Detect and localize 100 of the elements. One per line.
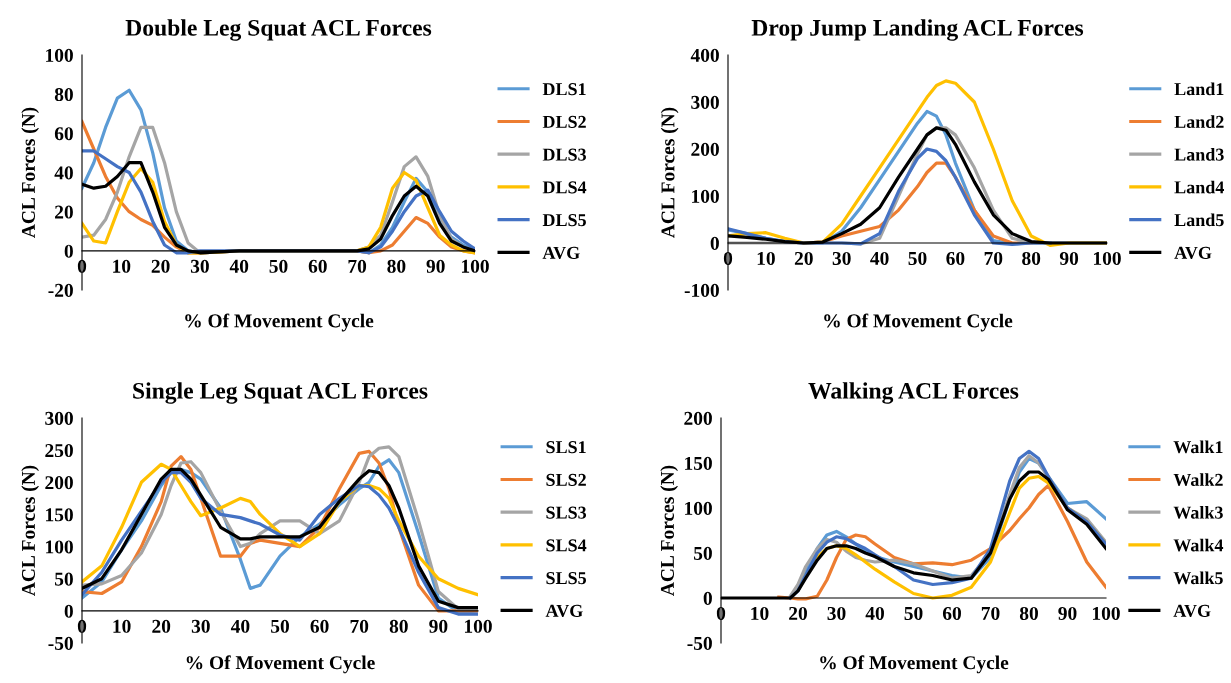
x-tick-label: 10	[113, 259, 131, 273]
legend-label: DLS4	[542, 181, 587, 194]
legend-label: Land5	[1174, 213, 1224, 227]
y-tick-label: 400	[690, 48, 719, 62]
legend-label: Walk3	[1173, 506, 1223, 519]
y-tick-label: 200	[684, 411, 712, 425]
chart-title: Drop Jump Landing ACL Forces	[751, 19, 1084, 41]
legend-label: Land4	[1174, 180, 1225, 194]
x-tick-label: 60	[942, 606, 961, 621]
x-tick-label: 100	[461, 259, 489, 273]
y-tick-label: 150	[46, 508, 73, 522]
legend-label: AVG	[1174, 246, 1212, 260]
legend-label: SLS2	[546, 473, 586, 486]
x-tick-label: 60	[946, 251, 965, 266]
x-tick-label: 30	[832, 251, 851, 266]
chart-title: Single Leg Squat ACL Forces	[133, 382, 428, 404]
x-tick-label: 50	[908, 251, 927, 266]
legend-label: Land2	[1174, 115, 1224, 128]
legend-label: DLS3	[542, 148, 586, 161]
x-tick-label: 100	[464, 619, 492, 633]
y-tick-label: 60	[54, 127, 73, 141]
x-tick-label: 80	[389, 619, 408, 633]
y-tick-label: 50	[55, 572, 73, 586]
y-tick-label: 250	[45, 443, 73, 458]
legend-label: Walk2	[1173, 473, 1223, 487]
y-tick-label: 300	[691, 95, 719, 109]
y-axis-title: ACL Forces (N)	[660, 465, 678, 597]
x-tick-label: 100	[1093, 251, 1121, 266]
x-tick-label: 70	[348, 259, 367, 273]
x-tick-label: 80	[1022, 251, 1041, 266]
line-series	[728, 147, 1052, 247]
x-axis-title: % Of Movement Cycle	[185, 313, 374, 332]
x-tick-label: 90	[1059, 251, 1079, 266]
x-axis-title: % Of Movement Cycle	[820, 655, 1009, 674]
y-tick-label: -20	[48, 283, 73, 297]
legend-label: AVG	[1173, 604, 1211, 618]
legend-label: Land3	[1174, 148, 1224, 161]
legend-label: AVG	[542, 246, 580, 260]
y-tick-label: -50	[48, 636, 73, 650]
y-tick-label: 200	[691, 142, 719, 156]
chart-title: Double Leg Squat ACL Forces	[125, 19, 432, 41]
y-tick-label: 100	[46, 540, 73, 554]
legend-label: Land1	[1174, 82, 1224, 96]
x-tick-label: 50	[904, 606, 923, 621]
y-tick-label: 150	[685, 456, 712, 470]
x-tick-label: 30	[827, 606, 846, 621]
x-tick-label: 80	[387, 259, 406, 273]
x-tick-label: 60	[310, 619, 329, 633]
x-tick-label: 20	[789, 606, 807, 621]
y-axis-title: ACL Forces (N)	[21, 465, 39, 597]
y-tick-label: 50	[694, 546, 712, 560]
x-tick-label: 90	[429, 619, 448, 633]
x-tick-label: 30	[190, 259, 209, 273]
x-tick-label: 80	[1019, 606, 1038, 621]
y-tick-label: 0	[703, 591, 712, 605]
x-axis-title: % Of Movement Cycle	[824, 313, 1013, 332]
legend-label: AVG	[545, 604, 583, 618]
x-tick-label: 10	[751, 606, 769, 621]
x-tick-label: 50	[269, 259, 288, 273]
legend-label: SLS3	[546, 506, 587, 519]
y-tick-label: 100	[685, 501, 712, 515]
x-tick-label: 40	[229, 259, 249, 273]
x-tick-label: 100	[1092, 606, 1120, 621]
x-tick-label: 70	[981, 606, 1000, 621]
y-axis-title: ACL Forces (N)	[21, 107, 39, 239]
x-tick-label: 20	[794, 251, 813, 266]
x-tick-label: 50	[271, 619, 289, 633]
y-tick-label: 200	[45, 476, 73, 490]
x-tick-label: 60	[308, 259, 327, 273]
chart-title: Walking ACL Forces	[808, 382, 1019, 404]
x-tick-label: 30	[191, 619, 210, 633]
legend-label: SLS4	[546, 539, 587, 552]
x-tick-label: 10	[113, 619, 131, 633]
y-tick-label: 100	[692, 189, 719, 203]
x-tick-label: 70	[350, 619, 369, 633]
x-tick-label: 20	[152, 619, 171, 633]
y-tick-label: 100	[46, 48, 73, 62]
legend-label: SLS1	[546, 441, 586, 454]
y-tick-label: -100	[684, 283, 719, 297]
legend-label: Walk5	[1173, 571, 1223, 585]
x-tick-label: 10	[757, 251, 775, 266]
legend-label: Walk1	[1173, 440, 1223, 454]
legend-label: DLS2	[542, 115, 586, 128]
x-tick-label: 40	[230, 619, 250, 633]
y-tick-label: 80	[54, 87, 73, 102]
legend-label: SLS5	[546, 572, 586, 585]
x-tick-label: 40	[865, 606, 884, 621]
x-axis-title: % Of Movement Cycle	[186, 655, 375, 674]
x-tick-label: 70	[984, 251, 1003, 266]
y-tick-label: 20	[55, 205, 73, 219]
y-tick-label: 300	[45, 411, 73, 425]
x-tick-label: 90	[426, 259, 445, 273]
x-tick-label: 90	[1058, 606, 1077, 621]
y-tick-label: -50	[687, 636, 712, 650]
y-axis-title: ACL Forces (N)	[660, 107, 679, 239]
x-tick-label: 40	[870, 251, 889, 266]
legend-label: Walk4	[1173, 538, 1224, 552]
y-tick-label: 0	[710, 236, 719, 250]
y-tick-label: 40	[54, 166, 73, 180]
x-tick-label: 20	[151, 259, 170, 273]
